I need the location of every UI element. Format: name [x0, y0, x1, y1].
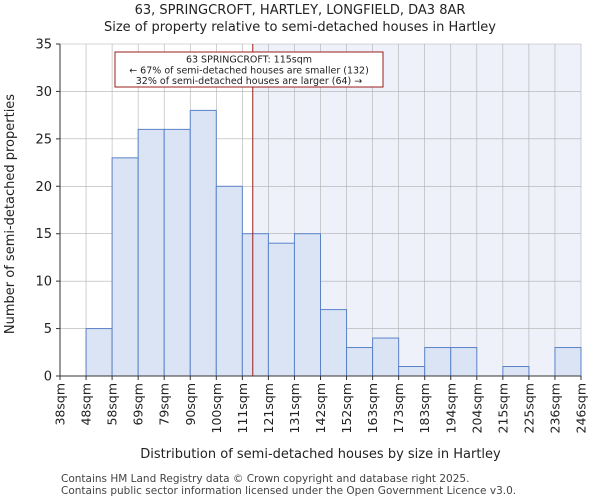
y-tick-label: 15: [35, 227, 52, 242]
histogram-bar: [293, 233, 322, 377]
y-tick-label: 0: [44, 370, 52, 385]
histogram-bar: [398, 366, 426, 377]
histogram-bar: [424, 347, 452, 377]
footer-copyright: Contains HM Land Registry data © Crown c…: [61, 473, 470, 485]
x-tick-label: 204sqm: [469, 383, 484, 433]
histogram-bar: [502, 366, 530, 377]
y-tick-label: 5: [44, 322, 52, 337]
histogram-bar: [189, 109, 217, 377]
histogram-bar: [111, 157, 139, 377]
x-tick-label: 38sqm: [53, 383, 68, 426]
x-tick-label: 48sqm: [79, 383, 94, 426]
x-tick-label: 246sqm: [574, 383, 589, 433]
x-tick-label: 142sqm: [313, 383, 328, 433]
y-tick-label: 20: [35, 180, 52, 195]
histogram-bar: [372, 337, 400, 377]
x-tick-label: 163sqm: [365, 383, 380, 433]
x-tick-label: 111sqm: [235, 383, 250, 433]
x-tick-label: 236sqm: [547, 383, 562, 433]
x-tick-label: 121sqm: [261, 383, 276, 433]
x-tick-label: 90sqm: [183, 383, 198, 426]
histogram-bar: [450, 347, 478, 377]
x-tick-label: 69sqm: [131, 383, 146, 426]
x-tick-label: 131sqm: [287, 383, 302, 433]
x-tick-label: 183sqm: [417, 383, 432, 433]
histogram-bar: [137, 128, 165, 377]
y-tick-label: 10: [35, 275, 52, 290]
x-tick-label: 215sqm: [495, 383, 510, 433]
y-tick-label: 35: [35, 38, 52, 53]
chart-subtitle: Size of property relative to semi-detach…: [103, 20, 496, 35]
footer-licence: Contains public sector information licen…: [61, 485, 517, 497]
annotation-smaller: ← 67% of semi-detached houses are smalle…: [129, 66, 369, 77]
x-tick-label: 194sqm: [443, 383, 458, 433]
y-axis-title: Number of semi-detached properties: [3, 94, 18, 334]
histogram-bar: [241, 233, 269, 377]
x-axis-title: Distribution of semi-detached houses by …: [140, 447, 501, 462]
chart-title: 63, SPRINGCROFT, HARTLEY, LONGFIELD, DA3…: [134, 3, 466, 18]
annotation-box: [114, 51, 384, 88]
x-tick-label: 58sqm: [105, 383, 120, 426]
x-tick-label: 173sqm: [391, 383, 406, 433]
x-tick-label: 79sqm: [157, 383, 172, 426]
y-tick-label: 30: [35, 85, 52, 100]
histogram-bar: [267, 242, 295, 377]
x-tick-label: 225sqm: [521, 383, 536, 433]
x-tick-label: 152sqm: [339, 383, 354, 433]
histogram-bar: [85, 328, 113, 377]
annotation-title: 63 SPRINGCROFT: 115sqm: [186, 55, 312, 66]
annotation-larger: 32% of semi-detached houses are larger (…: [136, 76, 363, 87]
histogram-bar: [215, 185, 243, 377]
histogram-bar: [163, 128, 191, 377]
x-tick-label: 100sqm: [209, 383, 224, 433]
histogram-bar: [346, 347, 374, 377]
y-tick-label: 25: [35, 132, 52, 147]
histogram-bar: [320, 309, 348, 377]
histogram-bar: [554, 347, 582, 377]
